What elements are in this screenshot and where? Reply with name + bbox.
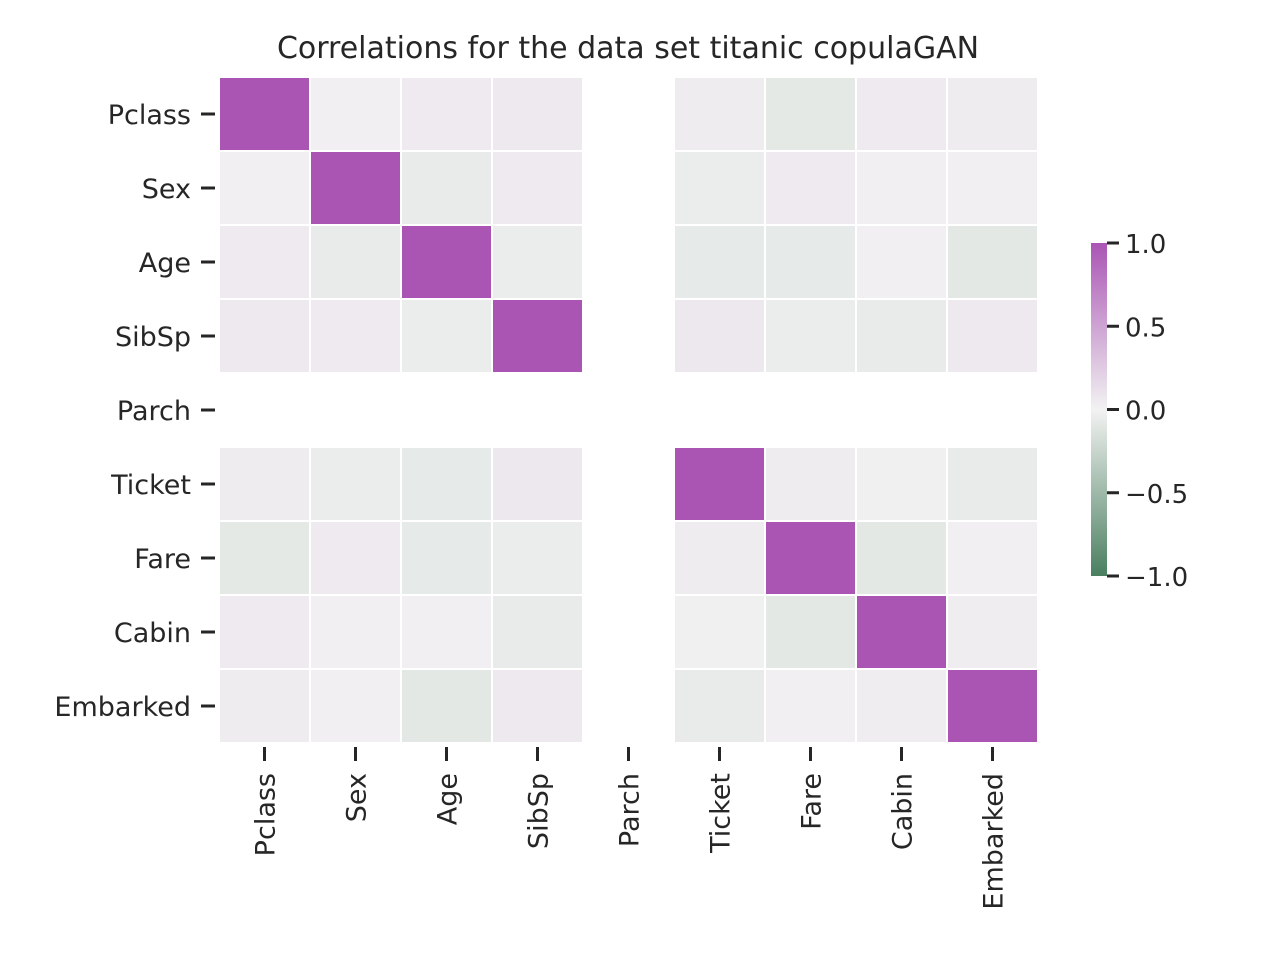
heatmap-cell-3-1 (311, 300, 400, 372)
heatmap-cell-6-0 (220, 522, 309, 594)
colorbar-tick-label: 1.0 (1125, 230, 1166, 260)
heatmap-cell-2-7 (857, 226, 946, 298)
heatmap-cell-3-2 (402, 300, 491, 372)
heatmap-cell-5-5 (675, 448, 764, 520)
heatmap-cell-3-5 (675, 300, 764, 372)
heatmap-cell-0-0 (220, 78, 309, 150)
heatmap-cell-0-5 (675, 78, 764, 150)
heatmap-cell-7-8 (948, 596, 1037, 668)
heatmap-cell-8-8 (948, 670, 1037, 742)
heatmap-cell-2-5 (675, 226, 764, 298)
chart-title: Correlations for the data set titanic co… (277, 31, 979, 66)
heatmap-cell-2-1 (311, 226, 400, 298)
heatmap-cell-7-1 (311, 596, 400, 668)
heatmap-cell-1-5 (675, 152, 764, 224)
x-tick-label: Fare (797, 773, 828, 830)
x-tick-label: Sex (342, 773, 373, 822)
y-tick-label: Sex (142, 174, 191, 205)
heatmap-cell-5-1 (311, 448, 400, 520)
heatmap-cell-1-0 (220, 152, 309, 224)
heatmap-cell-3-3 (493, 300, 582, 372)
y-tick-label: Age (139, 248, 191, 279)
heatmap-cell-0-1 (311, 78, 400, 150)
heatmap-cell-1-7 (857, 152, 946, 224)
y-tick-label: Fare (134, 544, 191, 575)
heatmap-cell-6-3 (493, 522, 582, 594)
heatmap-cell-6-1 (311, 522, 400, 594)
heatmap-cell-1-6 (766, 152, 855, 224)
heatmap-cell-0-2 (402, 78, 491, 150)
heatmap-cell-7-0 (220, 596, 309, 668)
heatmap-cell-8-7 (857, 670, 946, 742)
heatmap-cell-8-1 (311, 670, 400, 742)
heatmap-cell-7-7 (857, 596, 946, 668)
heatmap-cell-3-7 (857, 300, 946, 372)
heatmap-cell-6-6 (766, 522, 855, 594)
heatmap-cell-8-0 (220, 670, 309, 742)
x-tick-label: Cabin (888, 773, 919, 850)
heatmap-cell-2-2 (402, 226, 491, 298)
y-tick-label: Ticket (110, 470, 191, 501)
heatmap-cell-6-5 (675, 522, 764, 594)
heatmap-cell-3-6 (766, 300, 855, 372)
heatmap-cell-7-2 (402, 596, 491, 668)
heatmap-cell-5-2 (402, 448, 491, 520)
x-tick-label: Embarked (979, 773, 1010, 910)
heatmap-cell-5-8 (948, 448, 1037, 520)
heatmap-cell-6-8 (948, 522, 1037, 594)
colorbar-tick-label: −1.0 (1125, 563, 1188, 593)
heatmap-cell-5-7 (857, 448, 946, 520)
heatmap-cell-1-2 (402, 152, 491, 224)
y-tick-label: SibSp (115, 322, 191, 353)
x-axis: Pclass Sex Age SibSp Parch Ticket Fare Cabin Emb… (251, 747, 1010, 910)
heatmap-cell-2-3 (493, 226, 582, 298)
heatmap-cell-5-6 (766, 448, 855, 520)
colorbar-gradient (1091, 243, 1107, 576)
heatmap-cell-5-0 (220, 448, 309, 520)
y-tick-label: Parch (117, 396, 191, 427)
heatmap-cell-2-6 (766, 226, 855, 298)
heatmap-cell-8-6 (766, 670, 855, 742)
heatmap-cell-6-2 (402, 522, 491, 594)
heatmap-cell-0-8 (948, 78, 1037, 150)
y-axis: Pclass Sex Age SibSp Parch Ticket Fare Cabin Emb… (54, 100, 215, 723)
heatmap-cell-3-0 (220, 300, 309, 372)
x-tick-label: Pclass (251, 773, 282, 856)
heatmap-cell-0-7 (857, 78, 946, 150)
heatmap-cell-8-2 (402, 670, 491, 742)
y-tick-label: Pclass (108, 100, 191, 131)
heatmap-cell-6-7 (857, 522, 946, 594)
x-tick-label: Age (433, 773, 464, 825)
colorbar-tick-label: −0.5 (1125, 480, 1188, 510)
heatmap-cell-1-3 (493, 152, 582, 224)
heatmap-cell-0-6 (766, 78, 855, 150)
x-tick-label: Ticket (706, 773, 737, 854)
heatmap-cell-7-3 (493, 596, 582, 668)
heatmap-cell-2-8 (948, 226, 1037, 298)
heatmap-cell-0-3 (493, 78, 582, 150)
colorbar-tick-label: 0.5 (1125, 313, 1166, 343)
heatmap-cell-7-6 (766, 596, 855, 668)
heatmap-cell-1-1 (311, 152, 400, 224)
heatmap-cell-8-3 (493, 670, 582, 742)
x-tick-label: Parch (615, 773, 646, 847)
colorbar: 1.0 0.5 0.0 −0.5 −1.0 (1091, 230, 1188, 593)
heatmap-cell-8-5 (675, 670, 764, 742)
heatmap-cell-3-8 (948, 300, 1037, 372)
heatmap-cell-2-0 (220, 226, 309, 298)
heatmap-cell-5-3 (493, 448, 582, 520)
y-tick-label: Embarked (54, 692, 191, 723)
heatmap-cell-1-8 (948, 152, 1037, 224)
y-tick-label: Cabin (114, 618, 191, 649)
x-tick-label: SibSp (524, 773, 555, 849)
colorbar-tick-label: 0.0 (1125, 397, 1166, 427)
heatmap-cell-7-5 (675, 596, 764, 668)
heatmap-cells (220, 78, 1037, 742)
